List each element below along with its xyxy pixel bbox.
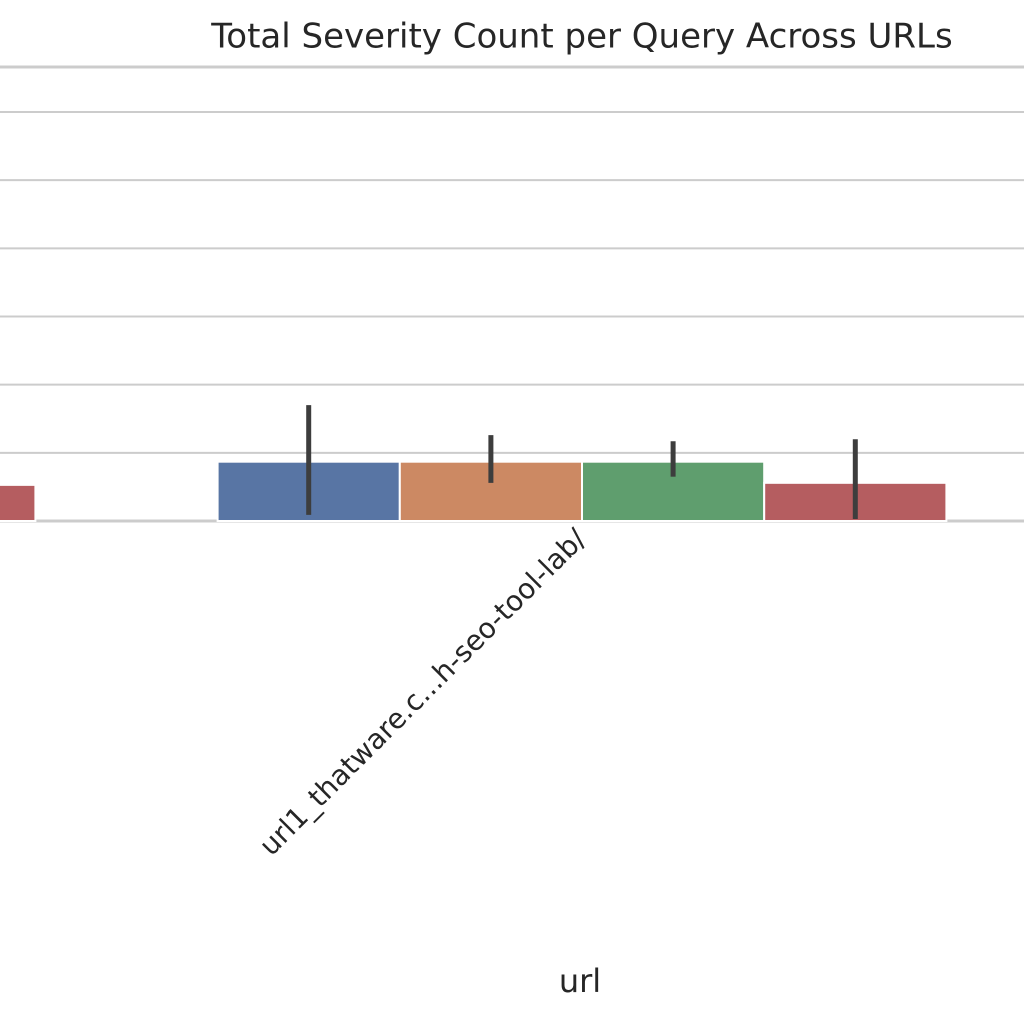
chart-title: Total Severity Count per Query Across UR… bbox=[210, 17, 952, 57]
bar bbox=[0, 483, 37, 523]
x-tick-label: url1_thatware.c...h-seo-tool-lab/ bbox=[253, 522, 593, 862]
x-axis-label: url bbox=[559, 962, 601, 1000]
